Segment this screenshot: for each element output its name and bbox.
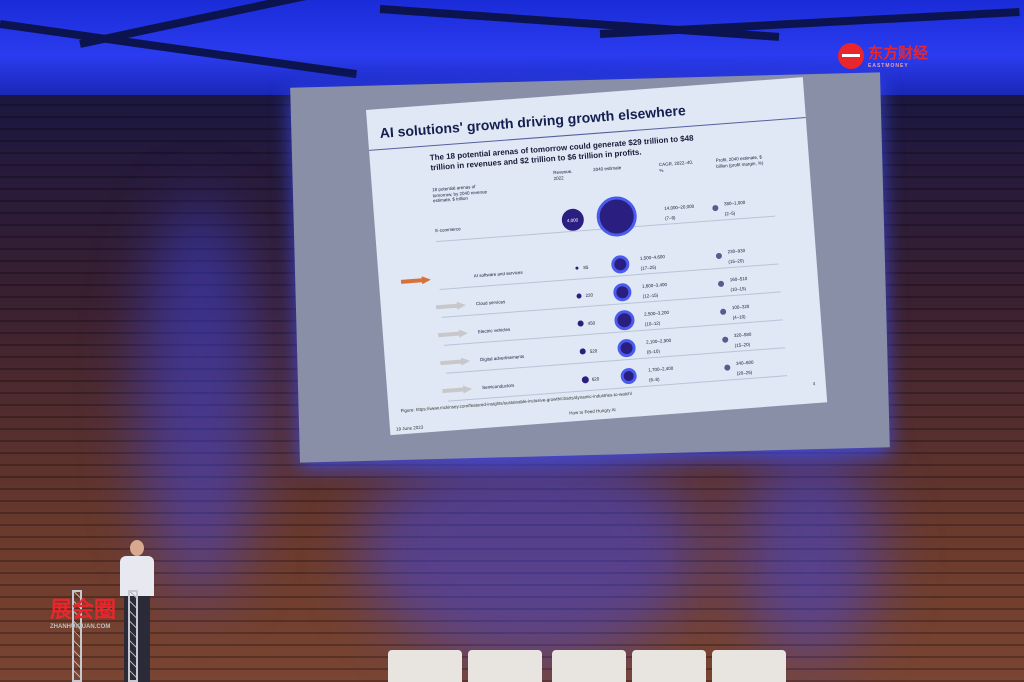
revenue-bubble [581, 375, 589, 384]
eastmoney-logo: 东方财经 EASTMONEY [838, 42, 928, 69]
arena-name: Electric vehicles [477, 326, 511, 335]
estimate-bubble [620, 367, 638, 385]
cagr-value: (17–25) [640, 264, 657, 271]
estimate-value: 2,500–3,200 [643, 309, 670, 317]
profit-bubble [715, 252, 723, 260]
presentation-slide: AI solutions' growth driving growth else… [366, 77, 828, 436]
revenue-value: 220 [585, 292, 594, 299]
estimate-bubble [610, 254, 630, 275]
stage-truss [72, 590, 82, 682]
revenue-value: 520 [589, 348, 598, 354]
estimate-value: 1,600–3,400 [641, 281, 668, 289]
stage-light [740, 440, 880, 660]
page-number: 4 [812, 381, 816, 387]
profit-bubble [722, 336, 729, 343]
col-cagr-label: CAGR, 2022–40, % [658, 159, 694, 173]
profit-value: 380–1,000 [723, 199, 746, 207]
profit-value: 340–600 [735, 359, 754, 366]
profit-value: 100–320 [731, 303, 750, 311]
arena-name: Semiconductors [481, 382, 515, 391]
margin-value: (15–20) [728, 258, 745, 265]
cagr-value: (10–12) [644, 320, 661, 327]
profit-value: 160–510 [729, 275, 748, 283]
estimate-value: 1,700–2,400 [648, 365, 674, 373]
revenue-bubble [579, 348, 586, 355]
stage-chair [388, 650, 462, 682]
arena-name: Cloud services [475, 299, 506, 307]
estimate-value: 1,500–4,600 [639, 254, 666, 261]
slide-date: 19 June 2023 [395, 424, 424, 432]
profit-bubble [719, 308, 727, 316]
cagr-value: (6–8) [648, 376, 660, 383]
profit-value: 230–930 [727, 247, 746, 255]
col-revenue-label: Revenue, 2022 [553, 168, 573, 181]
arena-name: E-commerce [435, 226, 461, 234]
profit-bubble [712, 204, 719, 212]
revenue-bubble [575, 292, 582, 299]
stage-light [360, 440, 700, 660]
logo-mark-icon [838, 42, 864, 69]
col-arenas-label: 18 potential arenas of tomorrow, by 2040… [431, 184, 488, 204]
stage-chair [632, 650, 706, 682]
arrow-icon [436, 301, 467, 311]
ceiling-beam [0, 20, 358, 79]
logo-text: 东方财经 [868, 45, 929, 62]
revenue-value: 450 [587, 320, 596, 326]
arena-name: AI software and services [473, 269, 523, 279]
profit-bubble [717, 280, 725, 288]
estimate-bubble [595, 195, 639, 238]
revenue-value: 620 [591, 376, 600, 382]
margin-value: (10–15) [730, 286, 747, 293]
arrow-icon [442, 385, 473, 395]
watermark-text: 展会圈 [50, 597, 117, 622]
stage-chair [552, 650, 626, 682]
estimate-value: 2,100–2,900 [646, 337, 672, 345]
stage-chair [468, 650, 542, 682]
stage-light [140, 200, 260, 600]
margin-value: (4–10) [732, 314, 746, 321]
slide-title: AI solutions' growth driving growth else… [379, 102, 687, 142]
zhanhuiquan-watermark: 展会圈 ZHANHUIQUAN.COM [50, 592, 116, 630]
estimate-value: 14,000–20,000 [664, 203, 695, 211]
watermark-subtext: ZHANHUIQUAN.COM [50, 624, 111, 630]
logo-subtext: EASTMONEY [868, 63, 909, 69]
arena-name: Digital advertisements [479, 353, 525, 363]
revenue-value: 85 [583, 264, 589, 271]
cagr-value: (7–9) [664, 215, 676, 221]
cagr-value: (8–10) [646, 348, 661, 355]
revenue-bubble [577, 320, 584, 327]
profit-value: 320–580 [733, 331, 752, 339]
margin-value: (2–5) [724, 210, 736, 217]
slide-footer-title: How to Feed Hungry AI [569, 407, 616, 416]
profit-bubble [724, 364, 731, 371]
ceiling-beam [599, 8, 1020, 38]
margin-value: (20–25) [736, 369, 753, 376]
estimate-bubble [616, 338, 637, 358]
stage-chair [712, 650, 786, 682]
estimate-bubble [612, 282, 633, 302]
col-estimate-label: 2040 estimate [592, 165, 622, 173]
revenue-bubble [574, 266, 579, 270]
cagr-value: (12–15) [642, 292, 659, 299]
estimate-bubble [613, 309, 636, 331]
col-profit-label: Profit, 2040 estimate, $ billion (profit… [715, 154, 764, 169]
arrow-icon [440, 357, 471, 367]
margin-value: (15–20) [734, 341, 751, 349]
revenue-value: 4,000 [566, 217, 579, 224]
arrow-icon [401, 276, 432, 286]
stage-truss [128, 590, 138, 682]
arrow-icon [438, 329, 469, 339]
